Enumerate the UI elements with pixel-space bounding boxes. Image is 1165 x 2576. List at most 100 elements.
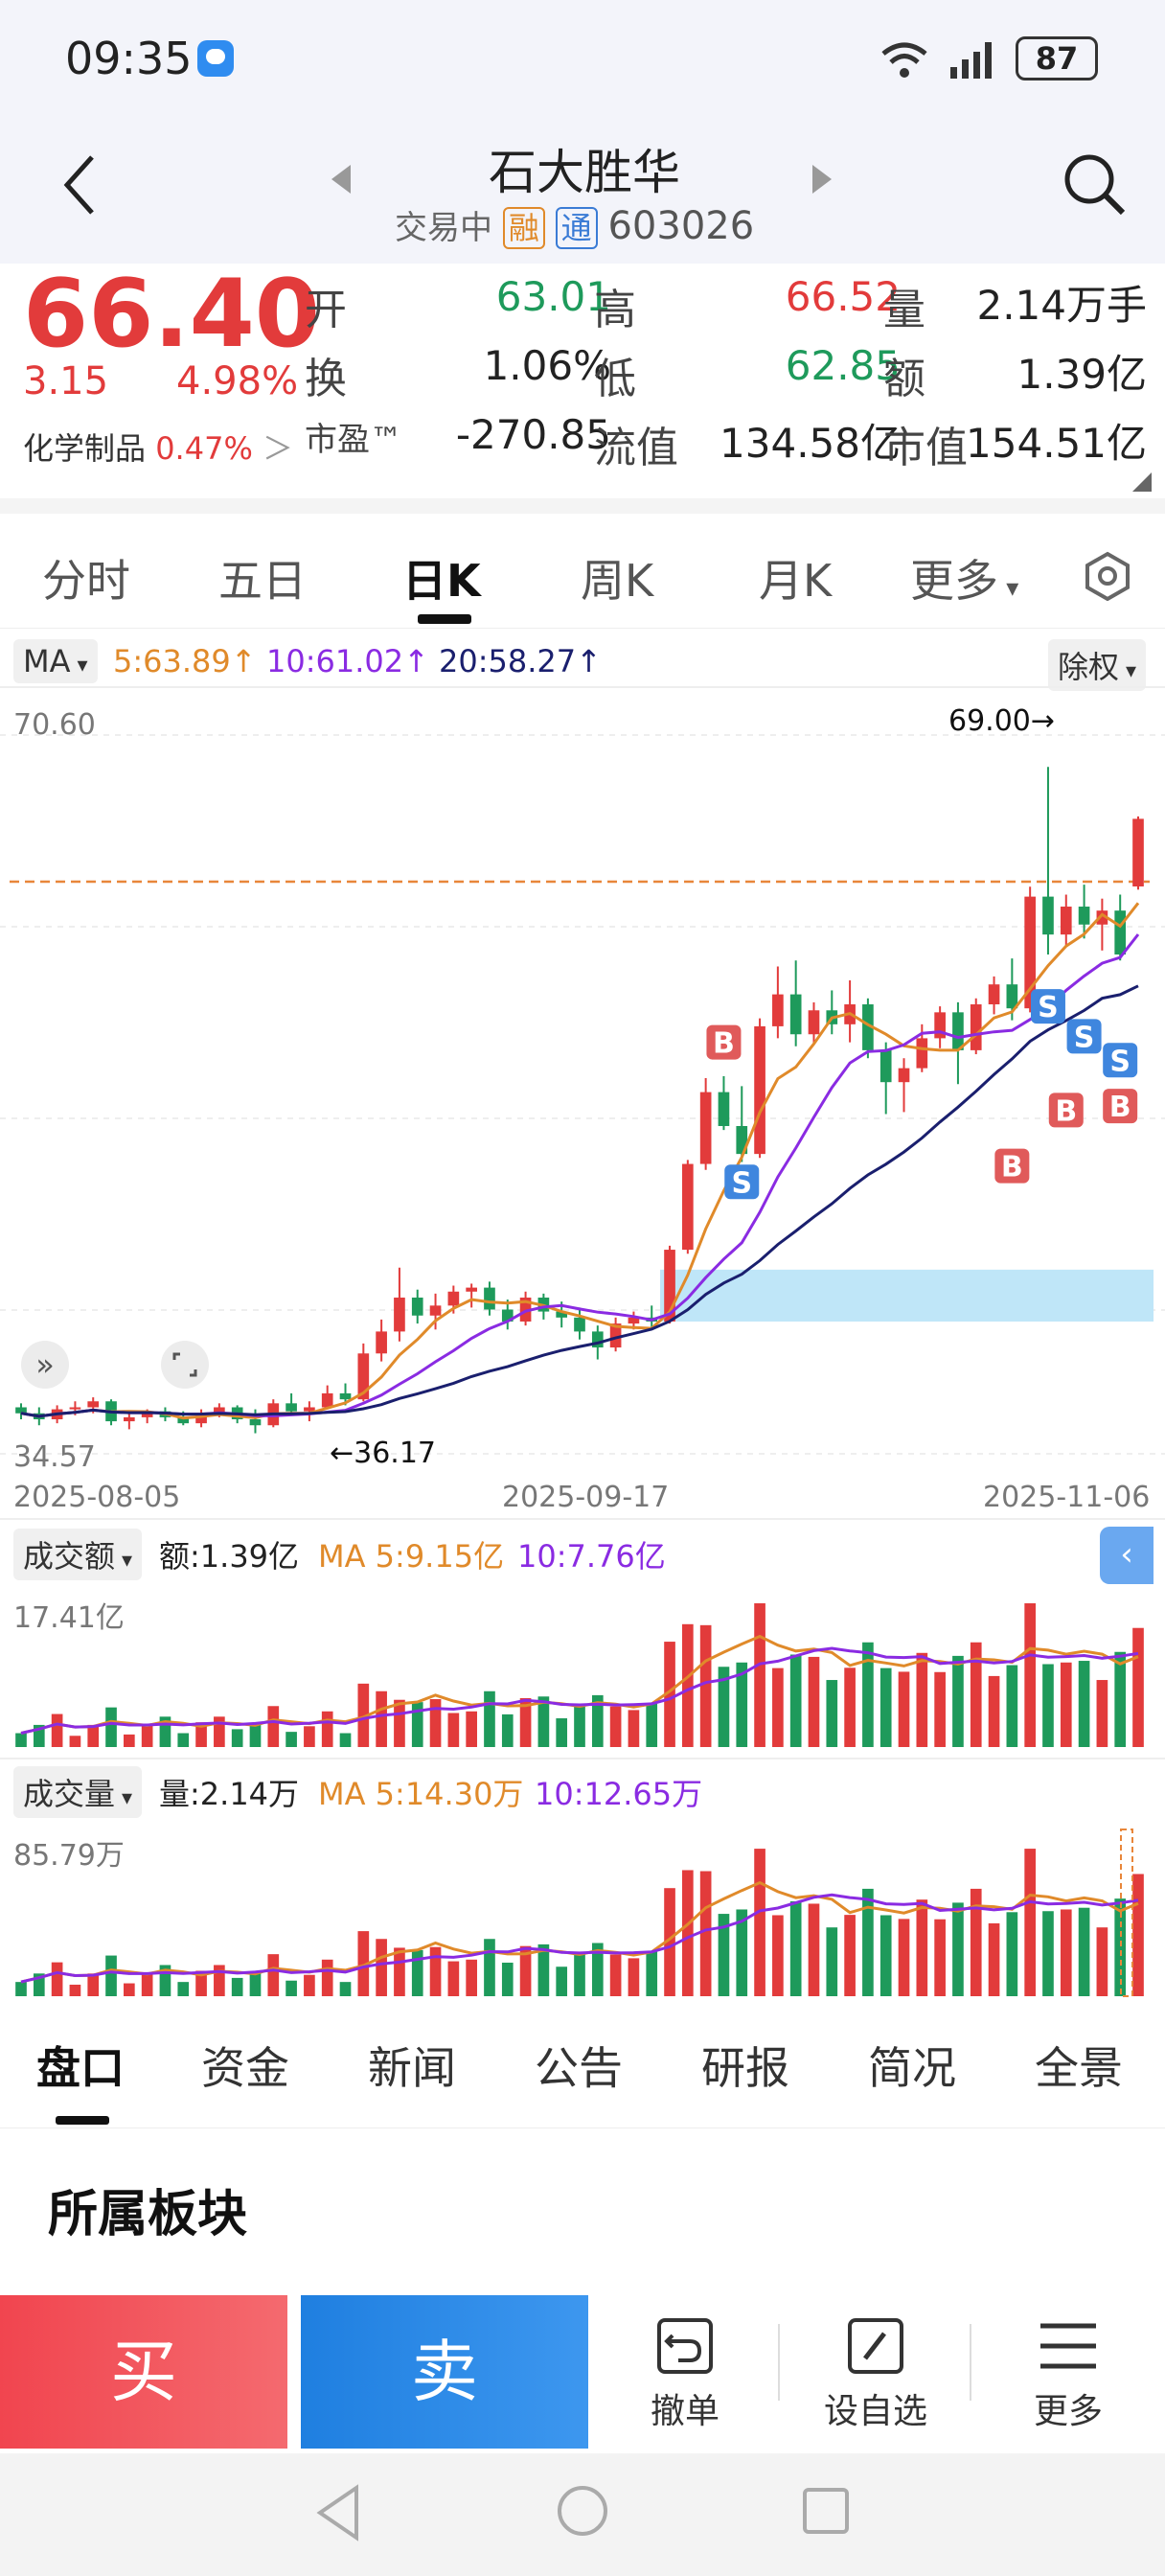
amount-bar [1132, 1627, 1144, 1747]
tab-funds[interactable]: 资金 [201, 2042, 289, 2094]
fullscreen-icon[interactable] [161, 1341, 209, 1389]
search-icon[interactable] [1062, 151, 1129, 218]
battery-icon: 87 [1016, 36, 1098, 80]
tab-panorama[interactable]: 全景 [1035, 2042, 1123, 2094]
candle-body [69, 1407, 81, 1410]
amount-selector[interactable]: 成交额 ▾ [13, 1529, 143, 1580]
volume-bar [51, 1962, 63, 1996]
volume-bar [699, 1871, 712, 1996]
low-price-marker: ←36.17 [330, 1437, 437, 1470]
amount-bar [394, 1699, 405, 1747]
more-button[interactable]: 更多 [1016, 2312, 1121, 2433]
tab-announcements[interactable]: 公告 [535, 2042, 623, 2094]
nav-home-icon[interactable] [556, 2484, 609, 2538]
expand-corner-icon[interactable] [1132, 472, 1152, 492]
settings-hexagon-icon[interactable] [1083, 551, 1132, 601]
tab-intraday[interactable]: 分时 [42, 555, 130, 607]
nav-recents-icon[interactable] [801, 2486, 851, 2536]
volume-bar [664, 1888, 675, 1996]
volume-bar [628, 1958, 640, 1996]
more-label: 更多 [1033, 2392, 1103, 2431]
volume-bar [429, 1946, 442, 1996]
tab-five-day[interactable]: 五日 [218, 555, 307, 607]
add-watchlist-button[interactable]: 设自选 [816, 2312, 935, 2433]
amount-bar [1078, 1661, 1090, 1747]
back-icon[interactable] [59, 153, 98, 217]
trade-marker [1048, 1092, 1084, 1128]
trade-marker-label: B [1109, 1091, 1131, 1124]
date-start: 2025-08-05 [13, 1481, 181, 1514]
tab-news[interactable]: 新闻 [368, 2042, 456, 2094]
current-price: 66.40 [23, 260, 320, 369]
volume-bar [646, 1950, 658, 1996]
volume-bar [682, 1870, 694, 1996]
trade-marker-label: B [1001, 1151, 1023, 1184]
candle-body [1006, 984, 1018, 1009]
system-nav-bar [0, 2453, 1165, 2576]
ma-selector[interactable]: MA ▾ [13, 639, 98, 683]
date-end: 2025-11-06 [983, 1481, 1151, 1514]
trade-marker [724, 1164, 760, 1200]
tab-more[interactable]: 更多 ▾ [910, 546, 1018, 610]
tab-profile[interactable]: 简况 [868, 2042, 956, 2094]
quote-key: 额 [883, 355, 925, 403]
amount-bar [754, 1603, 765, 1747]
volume-bar [718, 1914, 730, 1996]
trade-marker [994, 1148, 1030, 1184]
volume-bar [124, 1983, 135, 1996]
quote-panel: 66.40 3.15 4.98% 化学制品 0.47% ＞ 开 63.01 高 66.… [0, 260, 1165, 492]
candle-body [664, 1250, 675, 1322]
volume-bar [231, 1977, 243, 1996]
volume-bar [357, 1931, 370, 1996]
volume-selector[interactable]: 成交量 ▾ [13, 1766, 143, 1818]
price-change-pct: 4.98% [176, 359, 299, 403]
tab-daily-k[interactable]: 日K [402, 555, 481, 607]
volume-bar [195, 1970, 207, 1996]
tab-research[interactable]: 研报 [701, 2042, 789, 2094]
buy-button[interactable]: 买 [0, 2295, 287, 2449]
amount-bar [916, 1652, 928, 1747]
sell-button[interactable]: 卖 [301, 2295, 588, 2449]
tab-weekly-k[interactable]: 周K [581, 555, 654, 607]
quote-value: 134.58亿 [720, 420, 901, 467]
chart-period-tabs: 分时 五日 日K 周K 月K 更多 ▾ [0, 522, 1165, 629]
candle-body [699, 1092, 712, 1164]
last-bar-highlight [1120, 1828, 1133, 1997]
cancel-order-button[interactable]: 撤单 [632, 2312, 738, 2433]
sector-link[interactable]: 化学制品 0.47% ＞ [23, 425, 293, 469]
candle-body [898, 1068, 910, 1083]
amount-bar [1042, 1664, 1054, 1747]
amount-bar [411, 1702, 423, 1747]
candle-body [862, 1004, 874, 1050]
quote-value: 2.14万手 [976, 282, 1147, 329]
amount-bar [339, 1733, 352, 1747]
status-bar: 09:35 87 [0, 0, 1165, 125]
high-price-marker: 69.00→ [948, 704, 1056, 738]
tab-order-book[interactable]: 盘口 [36, 2042, 125, 2094]
volume-bar [177, 1982, 190, 1996]
volume-bar [376, 1939, 387, 1996]
kline-chart-area[interactable]: MA ▾ 5:63.89↑ 10:61.02↑ 20:58.27↑ 除权 ▾ B… [0, 628, 1165, 1998]
amount-bar [231, 1729, 243, 1747]
candle-body [124, 1416, 135, 1422]
trading-status: 交易中 [395, 209, 492, 247]
volume-bar [574, 1952, 585, 1996]
price-change: 3.15 [23, 359, 109, 403]
adjust-selector[interactable]: 除权 ▾ [1048, 639, 1147, 691]
volume-value: 量:2.14万 [159, 1776, 300, 1812]
amount-bar [772, 1668, 784, 1747]
nav-back-icon[interactable] [314, 2484, 362, 2542]
volume-ma10: 10:12.65万 [535, 1776, 703, 1812]
prev-stock-icon[interactable] [331, 165, 353, 194]
candle-body [501, 1309, 514, 1322]
candle-body [429, 1305, 442, 1316]
candle-body [394, 1298, 405, 1332]
sector-pct: 0.47% [155, 430, 253, 467]
tab-monthly-k[interactable]: 月K [759, 555, 833, 607]
next-stock-icon[interactable] [812, 165, 834, 194]
caret-down-icon: ▾ [998, 574, 1019, 603]
volume-bar [609, 1954, 622, 1996]
collapse-panel-icon[interactable]: ‹ [1100, 1527, 1154, 1584]
price-axis-max: 70.60 [13, 708, 96, 742]
expand-left-icon[interactable]: » [21, 1341, 69, 1389]
